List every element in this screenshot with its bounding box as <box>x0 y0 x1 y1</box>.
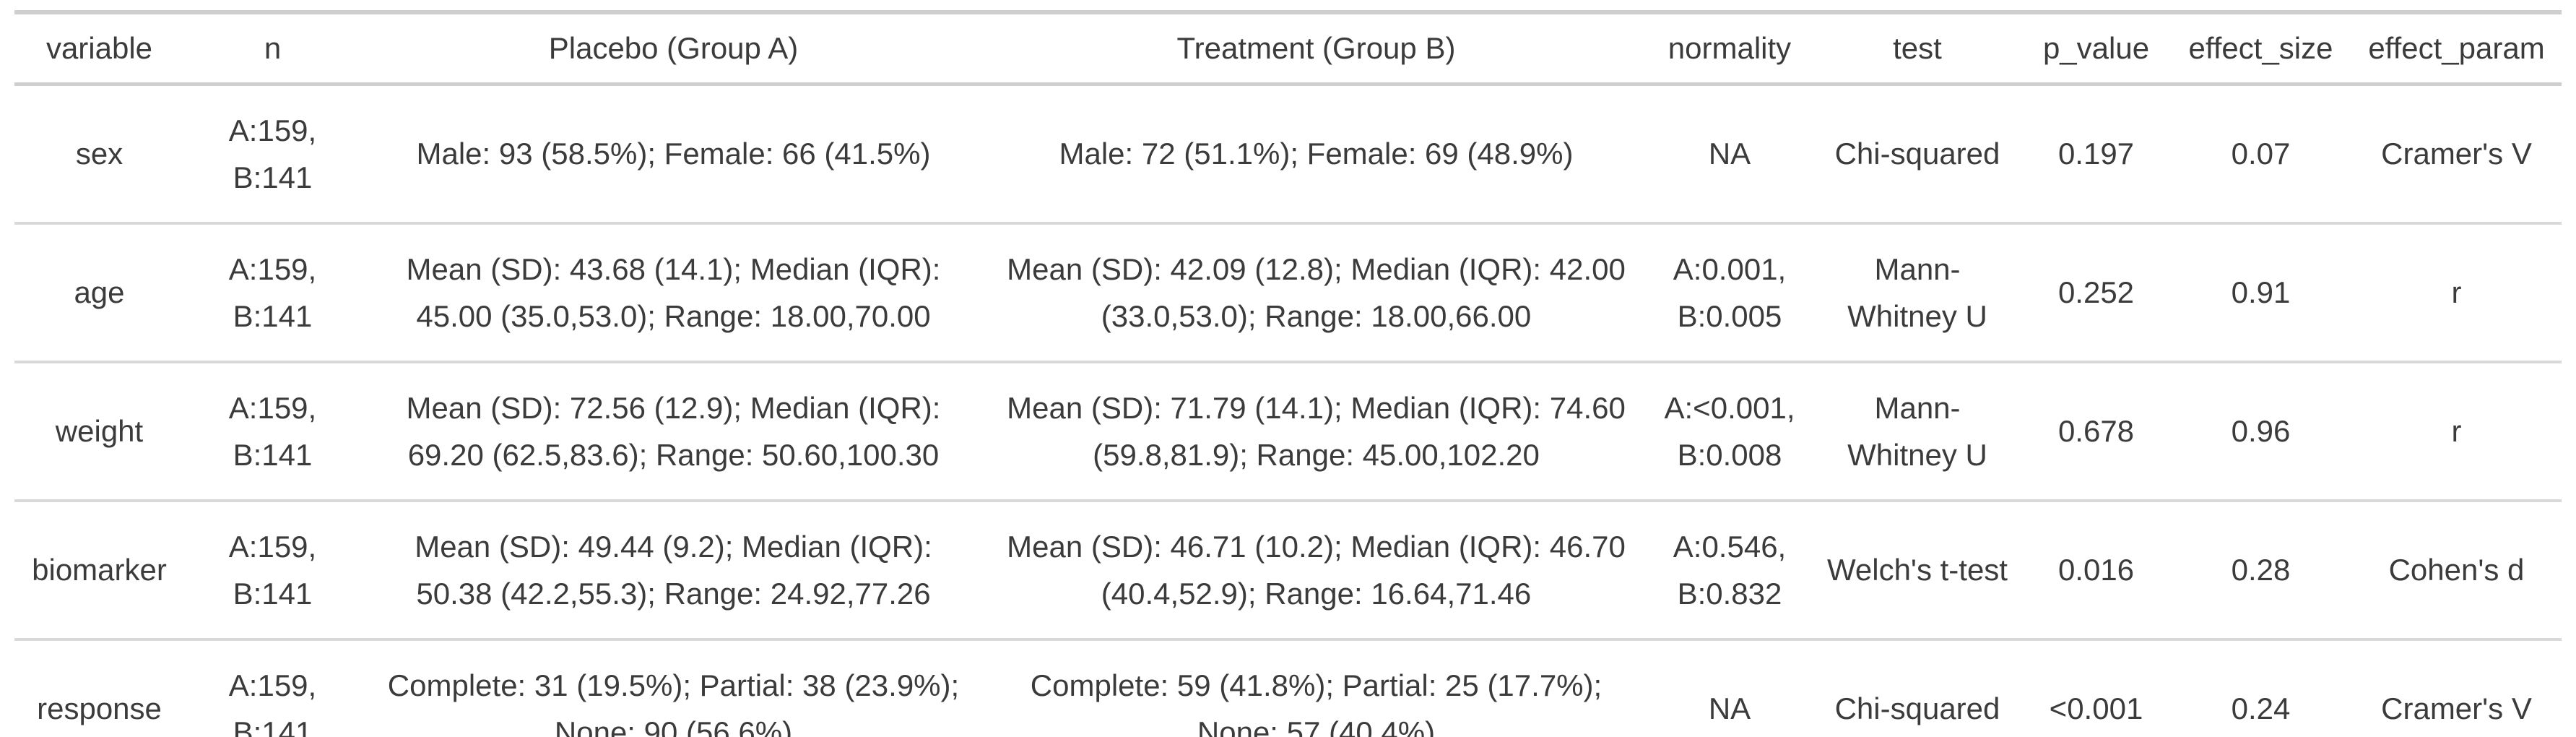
column-header-p-value: p_value <box>2042 31 2150 66</box>
column-header-placebo-group-a: Placebo (Group A) <box>548 31 799 66</box>
table-row-age: age A:159, B:141 Mean (SD): 43.68 (14.1); … <box>14 223 2562 362</box>
cell-weight-placebo-group-a: Mean (SD): 72.56 (12.9); Median (IQR): 6… <box>406 390 941 472</box>
cell-sex-test: Chi-squared <box>1834 137 2000 171</box>
cell-biomarker-effect-size: 0.28 <box>2231 553 2291 587</box>
cell-response-n: A:159, B:141 <box>228 668 317 737</box>
table-row-response: response A:159, B:141 Complete: 31 (19.5%)… <box>14 639 2562 737</box>
table-row-weight: weight A:159, B:141 Mean (SD): 72.56 (12.9… <box>14 362 2562 501</box>
cell-weight-variable: weight <box>55 414 144 449</box>
cell-sex-normality: NA <box>1708 137 1751 171</box>
cell-response-placebo-group-a: Complete: 31 (19.5%); Partial: 38 (23.9%… <box>387 668 960 737</box>
header-row: variable n Placebo (Group A) Treatment (Gro… <box>14 12 2562 85</box>
cell-weight-treatment-group-b: Mean (SD): 71.79 (14.1); Median (IQR): 7… <box>1007 390 1626 472</box>
table-row-sex: sex A:159, B:141 Male: 93 (58.5%); Female:… <box>14 85 2562 223</box>
column-header-effect-param: effect_param <box>2368 31 2545 66</box>
cell-sex-p-value: 0.197 <box>2057 137 2135 171</box>
column-header-n: n <box>264 31 282 66</box>
cell-biomarker-effect-param: Cohen's d <box>2388 553 2525 587</box>
cell-weight-n: A:159, B:141 <box>228 390 317 472</box>
summary-statistics-table: variable n Placebo (Group A) Treatment (Gro… <box>14 10 2562 737</box>
cell-age-normality: A:0.001, B:0.005 <box>1673 251 1787 333</box>
cell-weight-p-value: 0.678 <box>2057 414 2135 449</box>
cell-response-test: Chi-squared <box>1834 691 2000 726</box>
cell-age-treatment-group-b: Mean (SD): 42.09 (12.8); Median (IQR): 4… <box>1007 251 1626 333</box>
cell-biomarker-n: A:159, B:141 <box>228 529 317 611</box>
cell-age-n: A:159, B:141 <box>228 251 317 333</box>
cell-weight-test: Mann-Whitney U <box>1847 390 1987 472</box>
cell-biomarker-test: Welch's t-test <box>1827 553 2008 587</box>
cell-response-normality: NA <box>1708 691 1751 726</box>
cell-sex-variable: sex <box>75 137 123 171</box>
cell-age-p-value: 0.252 <box>2057 275 2135 310</box>
column-header-effect-size: effect_size <box>2188 31 2333 66</box>
cell-response-treatment-group-b: Complete: 59 (41.8%); Partial: 25 (17.7%… <box>1030 668 1603 737</box>
cell-sex-effect-size: 0.07 <box>2231 137 2291 171</box>
table-body: sex A:159, B:141 Male: 93 (58.5%); Female:… <box>14 85 2562 737</box>
cell-sex-effect-param: Cramer's V <box>2381 137 2532 171</box>
table-row-biomarker: biomarker A:159, B:141 Mean (SD): 49.44 (9… <box>14 501 2562 639</box>
cell-age-test: Mann-Whitney U <box>1847 251 1987 333</box>
column-header-variable: variable <box>45 31 153 66</box>
cell-weight-normality: A:<0.001, B:0.008 <box>1664 390 1795 472</box>
column-header-normality: normality <box>1668 31 1792 66</box>
cell-age-effect-size: 0.91 <box>2231 275 2291 310</box>
cell-biomarker-normality: A:0.546, B:0.832 <box>1673 529 1787 611</box>
cell-sex-n: A:159, B:141 <box>228 113 317 194</box>
cell-response-effect-param: Cramer's V <box>2381 691 2532 726</box>
cell-age-variable: age <box>74 275 125 310</box>
column-header-test: test <box>1893 31 1942 66</box>
cell-response-effect-size: 0.24 <box>2231 691 2291 726</box>
cell-weight-effect-param: r <box>2451 414 2462 449</box>
cell-biomarker-variable: biomarker <box>32 553 167 587</box>
cell-sex-treatment-group-b: Male: 72 (51.1%); Female: 69 (48.9%) <box>1059 137 1574 171</box>
cell-age-placebo-group-a: Mean (SD): 43.68 (14.1); Median (IQR): 4… <box>406 251 941 333</box>
cell-response-p-value: <0.001 <box>2049 691 2143 726</box>
cell-age-effect-param: r <box>2451 275 2462 310</box>
column-header-treatment-group-b: Treatment (Group B) <box>1176 31 1456 66</box>
cell-sex-placebo-group-a: Male: 93 (58.5%); Female: 66 (41.5%) <box>416 137 931 171</box>
cell-biomarker-p-value: 0.016 <box>2057 553 2135 587</box>
cell-response-variable: response <box>37 691 162 726</box>
cell-biomarker-treatment-group-b: Mean (SD): 46.71 (10.2); Median (IQR): 4… <box>1007 529 1626 611</box>
cell-biomarker-placebo-group-a: Mean (SD): 49.44 (9.2); Median (IQR): 50… <box>415 529 932 611</box>
cell-weight-effect-size: 0.96 <box>2231 414 2291 449</box>
